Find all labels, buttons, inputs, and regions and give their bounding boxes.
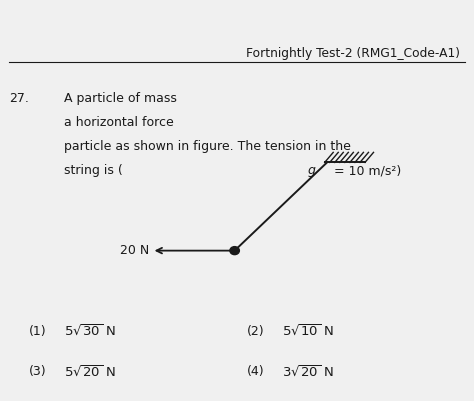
Text: 20 N: 20 N — [120, 244, 149, 257]
Text: particle as shown in figure. The tension in the: particle as shown in figure. The tension… — [64, 140, 351, 153]
Text: A particle of mass: A particle of mass — [64, 92, 181, 105]
Text: (4): (4) — [246, 365, 264, 378]
Text: = 10 m/s²): = 10 m/s²) — [330, 164, 401, 177]
Text: g: g — [308, 164, 316, 177]
Text: string is (: string is ( — [64, 164, 123, 177]
Text: (2): (2) — [246, 325, 264, 338]
Text: (3): (3) — [28, 365, 46, 378]
Text: $5\sqrt{20}$ N: $5\sqrt{20}$ N — [64, 364, 116, 379]
Text: $5\sqrt{30}$ N: $5\sqrt{30}$ N — [64, 324, 116, 339]
Circle shape — [230, 247, 239, 255]
Text: $3\sqrt{20}$ N: $3\sqrt{20}$ N — [282, 364, 334, 379]
Text: 27.: 27. — [9, 92, 29, 105]
Text: a horizontal force: a horizontal force — [64, 116, 178, 129]
Text: Fortnightly Test-2 (RMG1_Code-A1): Fortnightly Test-2 (RMG1_Code-A1) — [246, 47, 460, 60]
Text: (1): (1) — [28, 325, 46, 338]
Text: $5\sqrt{10}$ N: $5\sqrt{10}$ N — [282, 324, 334, 339]
